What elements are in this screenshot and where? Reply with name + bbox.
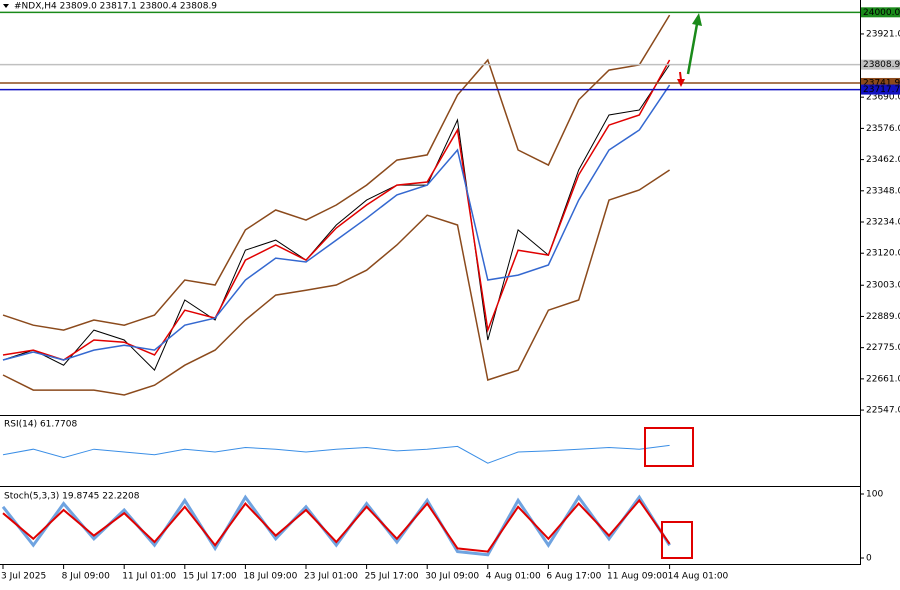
y-tick-label: 100 — [866, 490, 883, 500]
level-label: 23741.9 — [863, 78, 900, 88]
series-line — [2, 14, 671, 331]
x-tick-label: 15 Jul 17:00 — [183, 572, 237, 582]
y-tick-label: 23234.0 — [866, 218, 900, 228]
x-tick-label: 25 Jul 17:00 — [365, 572, 419, 582]
menu-triangle — [3, 4, 9, 8]
y-tick-label: 0 — [866, 554, 872, 564]
stoch-title: Stoch(5,3,3) 19.8745 22.2208 — [4, 492, 140, 502]
y-tick-label: 23690.0 — [866, 93, 900, 103]
plot — [0, 11, 864, 569]
down-arrow — [679, 71, 682, 81]
y-tick-label: 23348.0 — [866, 186, 900, 196]
up-arrow-head — [692, 13, 702, 26]
x-tick-label: 3 Jul 2025 — [1, 572, 46, 582]
y-tick-label: 23462.0 — [866, 155, 900, 165]
x-tick-label: 11 Jul 01:00 — [122, 572, 176, 582]
y-tick-label: 23120.0 — [866, 249, 900, 259]
x-tick-label: 23 Jul 01:00 — [304, 572, 358, 582]
series-line — [2, 444, 670, 464]
level-label-bg — [861, 84, 900, 95]
x-tick-label: 14 Aug 01:00 — [668, 572, 729, 582]
level-label: 23717.7 — [863, 85, 900, 95]
level-label-bg — [861, 77, 900, 88]
x-tick-label: 30 Jul 09:00 — [425, 572, 479, 582]
series-line — [2, 84, 671, 361]
x-tick-label: 11 Aug 09:00 — [607, 572, 668, 582]
y-tick-label: 23576.0 — [866, 124, 900, 134]
y-tick-label: 22661.0 — [866, 374, 900, 384]
rsi-title: RSI(14) 61.7708 — [4, 420, 77, 430]
highlight-box — [661, 521, 693, 559]
x-tick-label: 6 Aug 17:00 — [546, 572, 601, 582]
y-tick-label: 23003.0 — [866, 281, 900, 291]
y-tick-label: 22547.0 — [866, 406, 900, 416]
level-label: 24000.0 — [863, 8, 900, 18]
level-label-bg — [861, 7, 900, 18]
y-tick-label: 22775.0 — [866, 343, 900, 353]
x-tick-label: 8 Jul 09:00 — [62, 572, 111, 582]
y-tick-label: 22889.0 — [866, 312, 900, 322]
y-tick-label: 23921.0 — [866, 29, 900, 39]
x-tick-label: 18 Jul 09:00 — [243, 572, 297, 582]
level-label: 23808.9 — [863, 60, 900, 70]
series-line — [2, 498, 671, 553]
chart-title: #NDX,H4 23809.0 23817.1 23800.4 23808.9 — [14, 2, 217, 12]
series-line — [2, 169, 671, 396]
x-tick-label: 4 Aug 01:00 — [486, 572, 541, 582]
down-arrow-head — [677, 79, 685, 87]
level-label-bg — [861, 59, 900, 70]
series-line — [2, 59, 671, 361]
up-arrow — [686, 23, 699, 75]
highlight-box — [644, 427, 694, 467]
